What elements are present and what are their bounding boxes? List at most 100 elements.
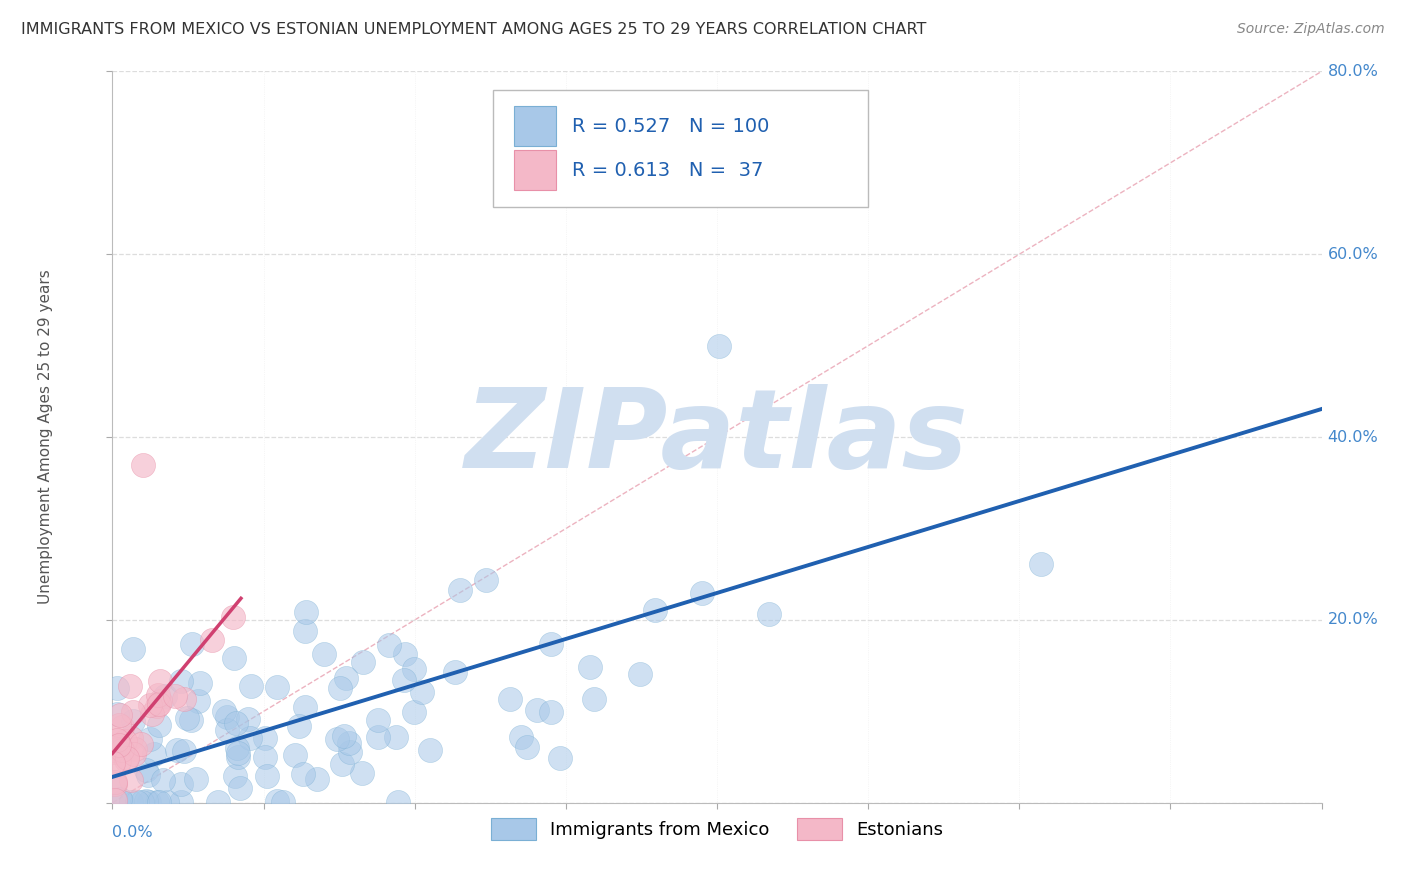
FancyBboxPatch shape: [494, 90, 868, 207]
Text: Source: ZipAtlas.com: Source: ZipAtlas.com: [1237, 22, 1385, 37]
Point: [225, 716, 247, 731]
Point: [226, 750, 249, 764]
Text: R = 0.527   N = 100: R = 0.527 N = 100: [572, 117, 769, 136]
Point: [224, 769, 246, 783]
Point: [139, 732, 162, 747]
Point: [582, 691, 605, 706]
Point: [337, 736, 360, 750]
Point: [104, 793, 127, 807]
Point: [131, 795, 153, 809]
Point: [135, 794, 157, 808]
Point: [169, 673, 191, 688]
Point: [548, 751, 571, 765]
Point: [121, 705, 143, 719]
Point: [329, 681, 352, 696]
Point: [352, 655, 374, 669]
Point: [402, 706, 425, 720]
Point: [101, 743, 124, 757]
Point: [146, 698, 169, 713]
Point: [149, 694, 172, 708]
Point: [540, 637, 562, 651]
Point: [294, 700, 316, 714]
Point: [499, 691, 522, 706]
Point: [692, 586, 714, 600]
Point: [114, 734, 136, 748]
Point: [139, 698, 162, 712]
Point: [176, 711, 198, 725]
Text: Unemployment Among Ages 25 to 29 years: Unemployment Among Ages 25 to 29 years: [38, 269, 53, 605]
Point: [367, 714, 389, 728]
Point: [108, 739, 131, 753]
Point: [124, 742, 146, 756]
Text: ZIPatlas: ZIPatlas: [465, 384, 969, 491]
Point: [187, 694, 209, 708]
Point: [644, 602, 666, 616]
Point: [222, 610, 245, 624]
Point: [367, 730, 389, 744]
Point: [180, 637, 202, 651]
Point: [333, 729, 356, 743]
Point: [352, 765, 374, 780]
Point: [387, 795, 409, 809]
Point: [284, 747, 307, 762]
Point: [215, 723, 238, 737]
Point: [115, 751, 138, 765]
Point: [510, 731, 533, 745]
Point: [402, 662, 425, 676]
Point: [103, 745, 125, 759]
Legend: Immigrants from Mexico, Estonians: Immigrants from Mexico, Estonians: [482, 808, 952, 848]
Point: [307, 772, 329, 787]
Point: [170, 795, 193, 809]
Point: [105, 681, 128, 695]
Point: [312, 648, 335, 662]
Point: [136, 768, 159, 782]
Point: [201, 632, 224, 647]
Point: [104, 739, 127, 753]
Point: [294, 624, 316, 638]
Point: [215, 710, 238, 724]
Point: [335, 671, 357, 685]
Point: [207, 795, 229, 809]
Point: [141, 706, 163, 721]
Point: [330, 756, 353, 771]
Point: [135, 763, 157, 777]
Point: [104, 775, 127, 789]
Point: [758, 607, 780, 622]
Point: [120, 679, 142, 693]
Text: 40.0%: 40.0%: [1327, 430, 1378, 444]
Point: [225, 740, 247, 755]
Point: [188, 676, 211, 690]
Point: [166, 743, 188, 757]
Point: [122, 714, 145, 728]
Point: [120, 772, 142, 787]
Point: [339, 745, 361, 759]
Point: [239, 679, 262, 693]
Point: [120, 731, 142, 745]
Point: [295, 605, 318, 619]
Point: [103, 775, 125, 789]
Point: [579, 659, 602, 673]
Point: [236, 712, 259, 726]
Point: [101, 756, 124, 770]
Text: R = 0.613   N =  37: R = 0.613 N = 37: [572, 161, 763, 179]
Point: [111, 720, 134, 734]
Point: [108, 708, 131, 723]
Point: [111, 743, 134, 757]
FancyBboxPatch shape: [515, 150, 557, 190]
Text: 20.0%: 20.0%: [1327, 613, 1378, 627]
Point: [173, 743, 195, 757]
Point: [115, 753, 138, 767]
Point: [628, 667, 651, 681]
Point: [170, 777, 193, 791]
Point: [411, 685, 433, 699]
Point: [474, 573, 496, 587]
Point: [377, 638, 399, 652]
Point: [103, 740, 125, 755]
Point: [148, 718, 170, 732]
Point: [173, 691, 195, 706]
Point: [155, 690, 177, 704]
Point: [526, 703, 548, 717]
Point: [256, 769, 278, 783]
Point: [385, 730, 408, 744]
Point: [266, 794, 288, 808]
